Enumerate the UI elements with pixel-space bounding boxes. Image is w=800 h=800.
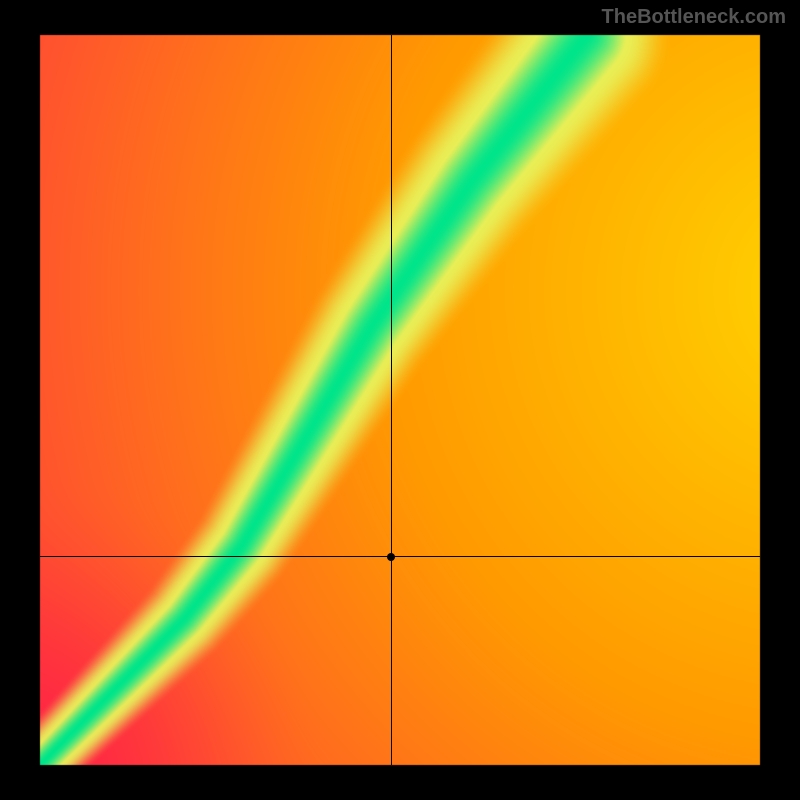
watermark: TheBottleneck.com bbox=[602, 6, 786, 29]
crosshair-vertical bbox=[391, 35, 392, 765]
watermark-text: TheBottleneck.com bbox=[602, 6, 786, 28]
crosshair-horizontal bbox=[40, 556, 760, 557]
bottleneck-heatmap bbox=[0, 0, 800, 800]
chart-container: TheBottleneck.com bbox=[0, 0, 800, 800]
